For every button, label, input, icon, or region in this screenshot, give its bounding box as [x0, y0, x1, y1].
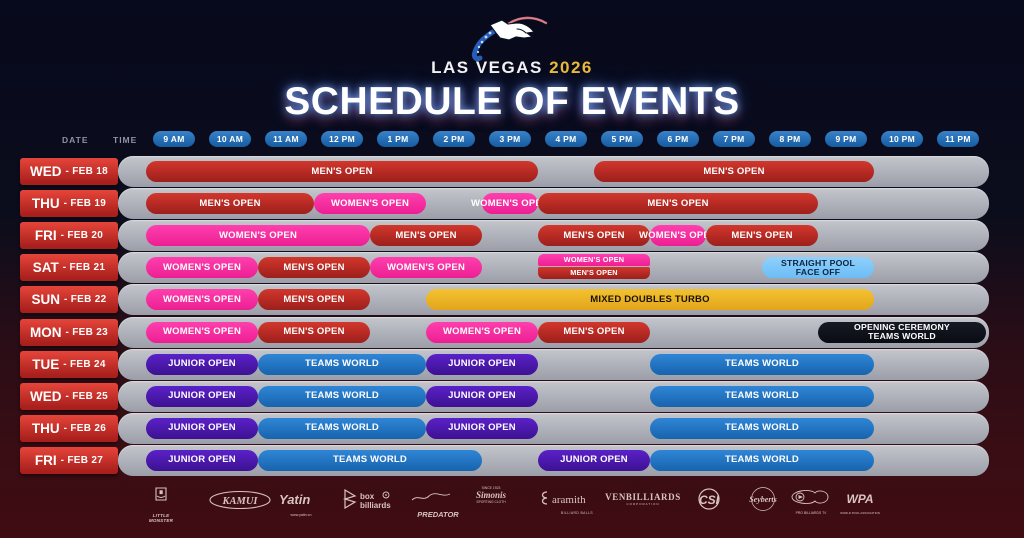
svg-text:WPA: WPA	[846, 492, 873, 506]
svg-text:Yatin: Yatin	[279, 492, 310, 507]
svg-text:aramith: aramith	[552, 494, 586, 506]
svg-text:billiards: billiards	[360, 501, 391, 510]
svg-text:box: box	[360, 492, 375, 501]
svg-text:CSI: CSI	[699, 493, 720, 507]
svg-text:Seyberts: Seyberts	[749, 495, 777, 504]
svg-text:KAMUI: KAMUI	[221, 496, 258, 507]
